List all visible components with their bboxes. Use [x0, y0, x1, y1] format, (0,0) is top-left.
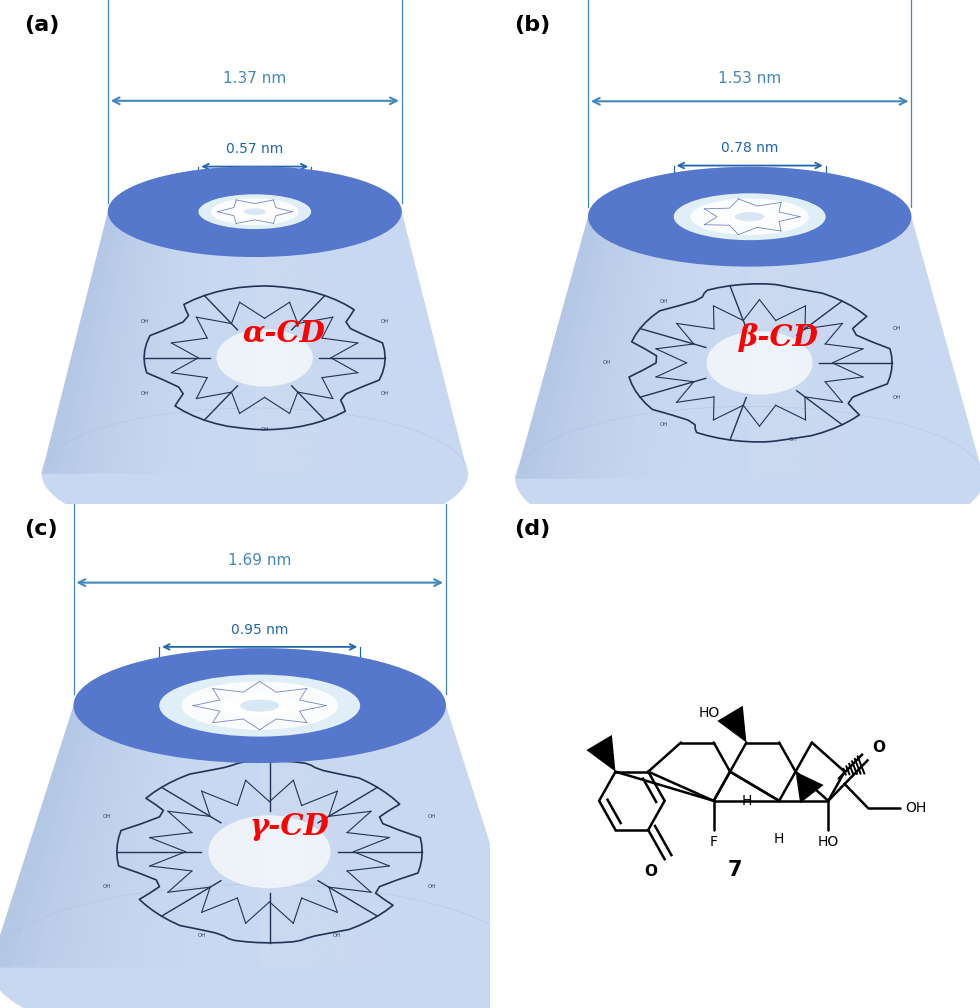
Ellipse shape [217, 329, 313, 387]
Polygon shape [586, 735, 615, 772]
Ellipse shape [240, 700, 279, 712]
Polygon shape [524, 217, 601, 479]
Text: OH: OH [198, 933, 207, 938]
Text: 1.37 nm: 1.37 nm [223, 71, 286, 86]
Text: 0.57 nm: 0.57 nm [226, 142, 283, 156]
Text: (b): (b) [514, 15, 551, 35]
Text: OH: OH [140, 320, 149, 325]
Polygon shape [571, 217, 633, 479]
Polygon shape [42, 166, 468, 539]
Ellipse shape [691, 199, 808, 235]
Polygon shape [0, 648, 529, 1008]
Ellipse shape [220, 694, 299, 718]
Text: OH: OH [140, 391, 149, 396]
Polygon shape [44, 706, 119, 968]
Ellipse shape [673, 194, 825, 240]
Text: OH: OH [603, 361, 612, 365]
Polygon shape [23, 706, 103, 968]
Polygon shape [553, 217, 620, 479]
Text: (d): (d) [514, 519, 551, 539]
Polygon shape [0, 706, 81, 968]
Text: H: H [774, 833, 784, 847]
Text: OH: OH [261, 427, 269, 432]
Ellipse shape [588, 167, 911, 267]
Text: O: O [644, 864, 658, 879]
Text: OH: OH [427, 814, 436, 820]
Text: (c): (c) [24, 519, 58, 539]
Ellipse shape [74, 648, 446, 763]
Text: OH: OH [103, 884, 112, 889]
Ellipse shape [707, 332, 812, 394]
Text: OH: OH [380, 391, 389, 396]
Polygon shape [42, 212, 114, 474]
Polygon shape [110, 212, 161, 474]
Polygon shape [75, 212, 137, 474]
Text: OH: OH [661, 298, 668, 303]
Text: O: O [872, 741, 886, 755]
Polygon shape [1, 706, 88, 968]
Text: OH: OH [103, 814, 112, 820]
Polygon shape [563, 217, 627, 479]
Polygon shape [255, 212, 264, 474]
Polygon shape [68, 212, 131, 474]
Polygon shape [66, 706, 133, 968]
Text: 7: 7 [728, 860, 742, 880]
Polygon shape [101, 212, 155, 474]
Text: HO: HO [817, 835, 839, 849]
Ellipse shape [244, 209, 266, 215]
Text: H: H [741, 794, 752, 807]
Text: OH: OH [893, 395, 901, 400]
Text: F: F [710, 835, 717, 849]
Polygon shape [534, 217, 608, 479]
Text: OH: OH [427, 884, 436, 889]
Ellipse shape [233, 205, 276, 219]
Polygon shape [59, 212, 125, 474]
Text: OH: OH [906, 800, 926, 814]
Text: HO: HO [699, 707, 720, 721]
Polygon shape [50, 212, 120, 474]
Polygon shape [55, 706, 125, 968]
Polygon shape [515, 217, 595, 479]
Polygon shape [260, 706, 270, 968]
Polygon shape [590, 217, 646, 479]
Polygon shape [76, 706, 140, 968]
Text: 1.53 nm: 1.53 nm [718, 72, 781, 87]
Polygon shape [93, 212, 149, 474]
Polygon shape [543, 217, 613, 479]
Text: (a): (a) [24, 15, 60, 35]
Text: α-CD: α-CD [243, 319, 325, 347]
Text: OH: OH [380, 320, 389, 325]
Text: OH: OH [789, 437, 798, 443]
Ellipse shape [211, 199, 299, 225]
Text: 0.78 nm: 0.78 nm [721, 141, 778, 155]
Ellipse shape [160, 674, 361, 737]
Polygon shape [717, 706, 747, 743]
Polygon shape [757, 217, 768, 479]
Text: OH: OH [661, 422, 668, 427]
Text: 1.69 nm: 1.69 nm [228, 552, 291, 568]
Text: γ-CD: γ-CD [249, 812, 329, 841]
Ellipse shape [108, 166, 402, 257]
Ellipse shape [209, 815, 330, 888]
Ellipse shape [198, 195, 312, 229]
Text: 0.95 nm: 0.95 nm [231, 623, 288, 637]
Polygon shape [581, 217, 640, 479]
Text: β-CD: β-CD [739, 324, 819, 352]
Text: OH: OH [332, 933, 341, 938]
Text: OH: OH [893, 326, 901, 331]
Polygon shape [268, 706, 281, 968]
Polygon shape [84, 212, 143, 474]
Polygon shape [33, 706, 111, 968]
Polygon shape [12, 706, 96, 968]
Ellipse shape [720, 208, 779, 226]
Polygon shape [750, 217, 760, 479]
Polygon shape [515, 167, 980, 551]
Polygon shape [796, 772, 823, 803]
Polygon shape [261, 212, 271, 474]
Ellipse shape [181, 681, 338, 730]
Ellipse shape [735, 212, 764, 222]
